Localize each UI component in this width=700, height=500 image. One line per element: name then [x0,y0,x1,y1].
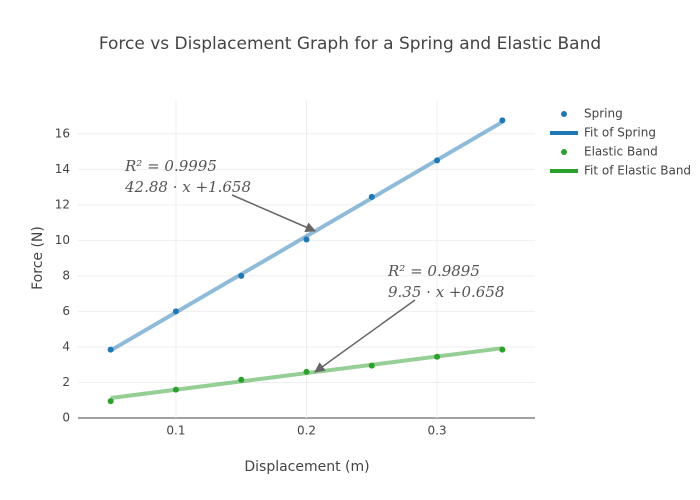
y-tick-label: 14 [55,162,70,176]
annotation-text: R² = 0.9895 [387,262,480,280]
data-point [368,362,375,369]
data-point [499,117,506,124]
annotation-arrow [314,299,416,373]
chart-title: Force vs Displacement Graph for a Spring… [99,34,601,54]
data-point [303,368,310,375]
data-point [499,346,506,353]
data-point [172,308,179,315]
legend-label: Spring [584,107,623,121]
data-point [368,193,375,200]
y-tick-label: 6 [62,304,70,318]
legend-label: Fit of Elastic Band [584,164,691,178]
y-tick-label: 4 [62,339,70,353]
data-point [238,376,245,383]
x-tick-label: 0.3 [428,424,447,438]
y-tick-label: 2 [62,375,70,389]
annotation-text: 9.35 · x +0.658 [388,283,504,301]
x-axis-label: Displacement (m) [244,459,369,475]
data-point [238,272,245,279]
data-point [303,236,310,243]
y-tick-label: 0 [62,411,70,425]
annotation-arrow [231,194,316,233]
legend-marker [561,111,567,117]
x-tick-label: 0.1 [166,424,185,438]
y-tick-label: 16 [55,126,70,140]
y-tick-label: 12 [55,197,70,211]
x-tick-label: 0.2 [297,424,316,438]
y-tick-label: 10 [55,233,70,247]
data-point [172,386,179,393]
legend-label: Elastic Band [584,145,658,159]
y-axis-label: Force (N) [30,226,46,290]
data-point [107,398,114,405]
y-tick-label: 8 [62,268,70,282]
data-point [434,157,441,164]
data-point [434,353,441,360]
annotation-text: 42.88 · x +1.658 [124,178,251,196]
data-point [107,346,114,353]
legend-label: Fit of Spring [584,126,656,140]
legend-marker [561,149,567,155]
annotation-text: R² = 0.9995 [124,157,217,175]
